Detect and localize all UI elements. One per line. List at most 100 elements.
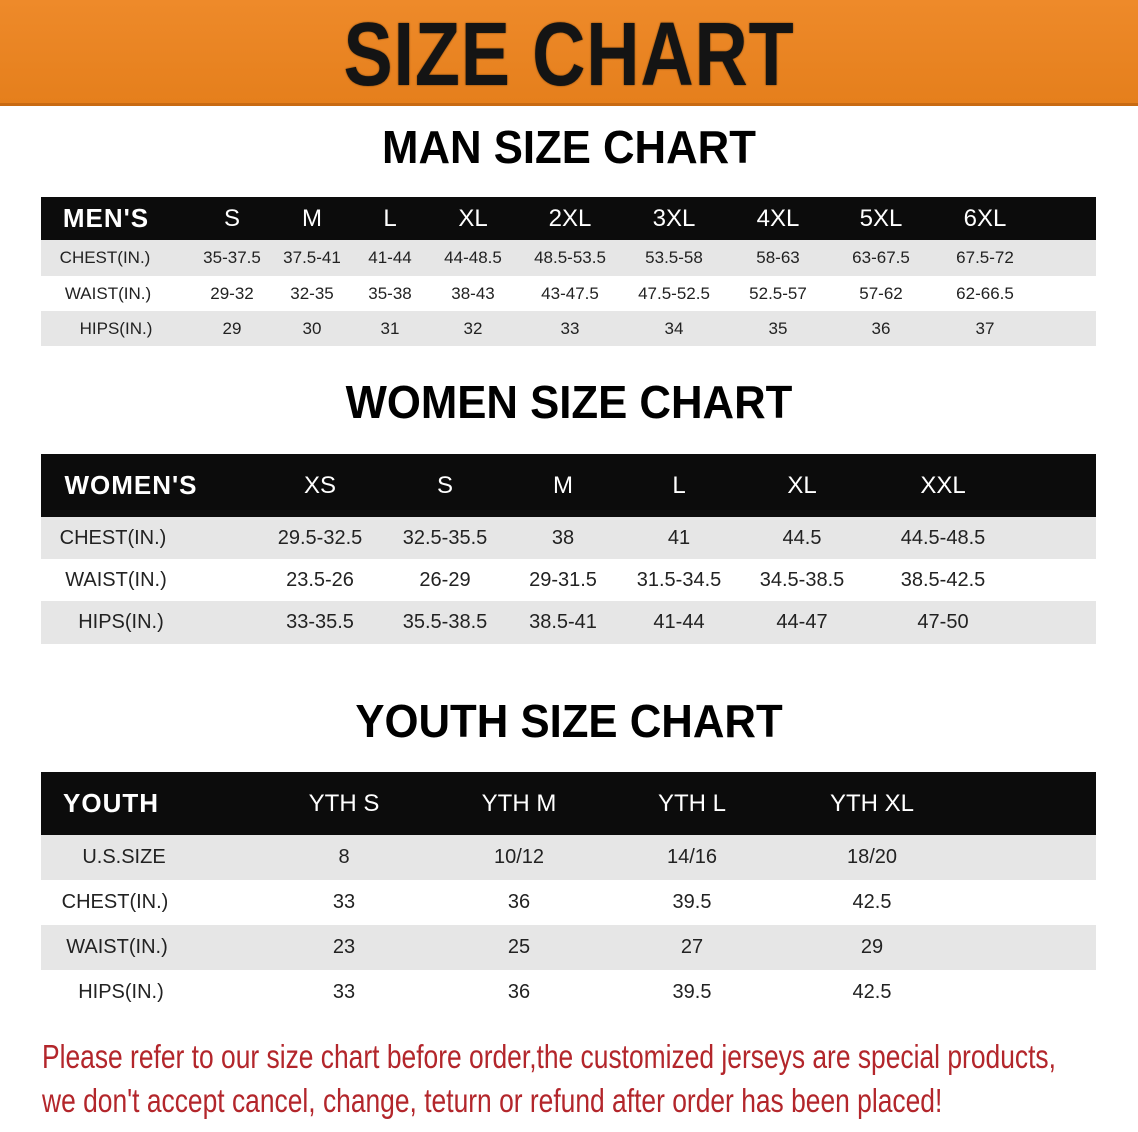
table-cell: 26-29 — [419, 568, 471, 591]
table-cell: 30 — [302, 318, 322, 338]
measurement-label: CHEST(IN.) — [59, 248, 151, 267]
table-cell: 27 — [680, 936, 704, 958]
table-cell: 58-63 — [756, 248, 800, 267]
table-cell: 41 — [667, 526, 691, 549]
table-cell: 34.5-38.5 — [759, 568, 845, 591]
youth-size-table: YOUTH YTH S YTH M YTH L YTH XL U.S.SIZE 8 10/12… — [41, 772, 1096, 1015]
men-header-row: MEN'S S M L XL 2XL 3XL 4XL 5XL 6XL — [41, 197, 1096, 240]
size-header-cell: 2XL — [548, 204, 592, 232]
table-cell: 34 — [664, 318, 684, 338]
table-cell: 48.5-53.5 — [534, 248, 606, 267]
women-section-title: WOMEN SIZE CHART — [345, 376, 793, 428]
table-cell: 35 — [768, 318, 788, 338]
size-header-cell: 3XL — [652, 204, 696, 232]
size-header-cell: YTH M — [481, 789, 557, 817]
table-cell: 29.5-32.5 — [277, 526, 363, 549]
size-header-cell: 6XL — [963, 204, 1007, 232]
measurement-label: CHEST(IN.) — [61, 891, 169, 913]
table-title-cell: MEN'S — [62, 203, 150, 233]
table-cell: 47-50 — [917, 611, 969, 633]
table-cell: 18/20 — [846, 846, 898, 868]
size-header-cell: 5XL — [859, 204, 903, 232]
measurement-label: U.S.SIZE — [82, 846, 166, 868]
table-cell: 42.5 — [852, 891, 892, 913]
measurement-label: HIPS(IN.) — [78, 981, 164, 1003]
size-header-cell: L — [672, 471, 686, 499]
table-cell: 32 — [463, 318, 483, 338]
size-header-cell: XXL — [920, 471, 966, 499]
table-cell: 29-31.5 — [529, 568, 597, 591]
table-cell: 29 — [222, 318, 242, 338]
table-cell: 32.5-35.5 — [402, 526, 488, 549]
table-row: HIPS(IN.) 33-35.5 35.5-38.5 38.5-41 41-44 44-… — [41, 601, 1096, 644]
measurement-label: WAIST(IN.) — [64, 283, 152, 303]
table-row: CHEST(IN.) 33 36 39.5 42.5 — [41, 880, 1096, 925]
table-row: HIPS(IN.) 33 36 39.5 42.5 — [41, 970, 1096, 1015]
table-cell: 42.5 — [852, 981, 892, 1003]
table-cell: 36 — [507, 981, 531, 1003]
table-row: U.S.SIZE 8 10/12 14/16 18/20 — [41, 835, 1096, 880]
youth-section-title: YOUTH SIZE CHART — [355, 695, 783, 747]
measurement-label: HIPS(IN.) — [78, 611, 164, 633]
table-cell: 23 — [332, 936, 356, 958]
footer-notice-line-2: we don't accept cancel, change, teturn o… — [42, 1082, 943, 1119]
table-cell: 44.5-48.5 — [900, 526, 986, 549]
size-header-cell: S — [436, 471, 454, 499]
banner: SIZE CHART — [0, 0, 1138, 106]
banner-title: SIZE CHART — [343, 5, 795, 105]
footer-notice-line-1: Please refer to our size chart before or… — [42, 1038, 1056, 1075]
table-cell: 36 — [871, 318, 891, 338]
table-cell: 36 — [507, 891, 531, 913]
size-header-cell: M — [553, 471, 573, 499]
table-cell: 8 — [338, 846, 350, 868]
table-cell: 41-44 — [368, 248, 412, 267]
size-header-cell: XS — [303, 471, 337, 499]
table-cell: 44.5 — [782, 526, 822, 549]
table-cell: 37.5-41 — [283, 248, 341, 267]
table-cell: 44-47 — [776, 611, 828, 633]
table-cell: 38 — [551, 526, 575, 549]
women-header-row: WOMEN'S XS S M L XL XXL — [41, 454, 1096, 517]
table-cell: 35.5-38.5 — [402, 611, 488, 633]
table-cell: 67.5-72 — [956, 248, 1014, 267]
table-cell: 38.5-41 — [529, 611, 597, 633]
table-cell: 38-43 — [451, 283, 495, 303]
size-header-cell: YTH L — [657, 789, 727, 817]
table-cell: 47.5-52.5 — [638, 283, 710, 303]
table-cell: 37 — [975, 318, 995, 338]
size-header-cell: XL — [458, 204, 488, 232]
table-cell: 14/16 — [666, 846, 718, 868]
size-header-cell: S — [223, 204, 241, 232]
table-cell: 63-67.5 — [852, 248, 910, 267]
table-title-cell: WOMEN'S — [64, 470, 198, 500]
men-size-table: MEN'S S M L XL 2XL 3XL 4XL 5XL 6XL CHEST(IN.) 35-37… — [41, 197, 1096, 346]
table-cell: 29 — [860, 936, 884, 958]
women-size-table: WOMEN'S XS S M L XL XXL CHEST(IN.) 29.5-32.5 32.5… — [41, 454, 1096, 644]
table-row: WAIST(IN.) 23.5-26 26-29 29-31.5 31.5-34.5 34… — [41, 559, 1096, 601]
table-row: CHEST(IN.) 29.5-32.5 32.5-35.5 38 41 44.5 44.5… — [41, 517, 1096, 559]
table-cell: 33 — [332, 981, 356, 1003]
size-header-cell: M — [302, 204, 322, 232]
men-section-title: MAN SIZE CHART — [382, 121, 756, 173]
table-cell: 41-44 — [653, 611, 705, 633]
table-row: WAIST(IN.) 23 25 27 29 — [41, 925, 1096, 970]
size-header-cell: YTH S — [308, 789, 380, 817]
table-row: HIPS(IN.) 29 30 31 32 33 34 35 36 37 — [41, 311, 1096, 346]
measurement-label: HIPS(IN.) — [79, 318, 153, 338]
measurement-label: WAIST(IN.) — [66, 936, 168, 958]
size-header-cell: XL — [787, 471, 817, 499]
table-cell: 25 — [507, 936, 531, 958]
table-row: WAIST(IN.) 29-32 32-35 35-38 38-43 43-47.5 47.… — [41, 276, 1096, 311]
table-cell: 52.5-57 — [749, 283, 807, 303]
size-header-cell: L — [383, 204, 397, 232]
table-title-cell: YOUTH — [63, 788, 159, 818]
table-cell: 33-35.5 — [286, 611, 354, 633]
table-cell: 23.5-26 — [286, 568, 354, 591]
table-row: CHEST(IN.) 35-37.5 37.5-41 41-44 44-48.5 48.5… — [41, 240, 1096, 276]
size-header-cell: YTH XL — [829, 789, 915, 817]
table-cell: 53.5-58 — [645, 248, 703, 267]
table-cell: 31 — [380, 318, 400, 338]
table-cell: 62-66.5 — [956, 283, 1014, 303]
table-cell: 29-32 — [210, 283, 254, 303]
table-cell: 44-48.5 — [444, 248, 502, 267]
